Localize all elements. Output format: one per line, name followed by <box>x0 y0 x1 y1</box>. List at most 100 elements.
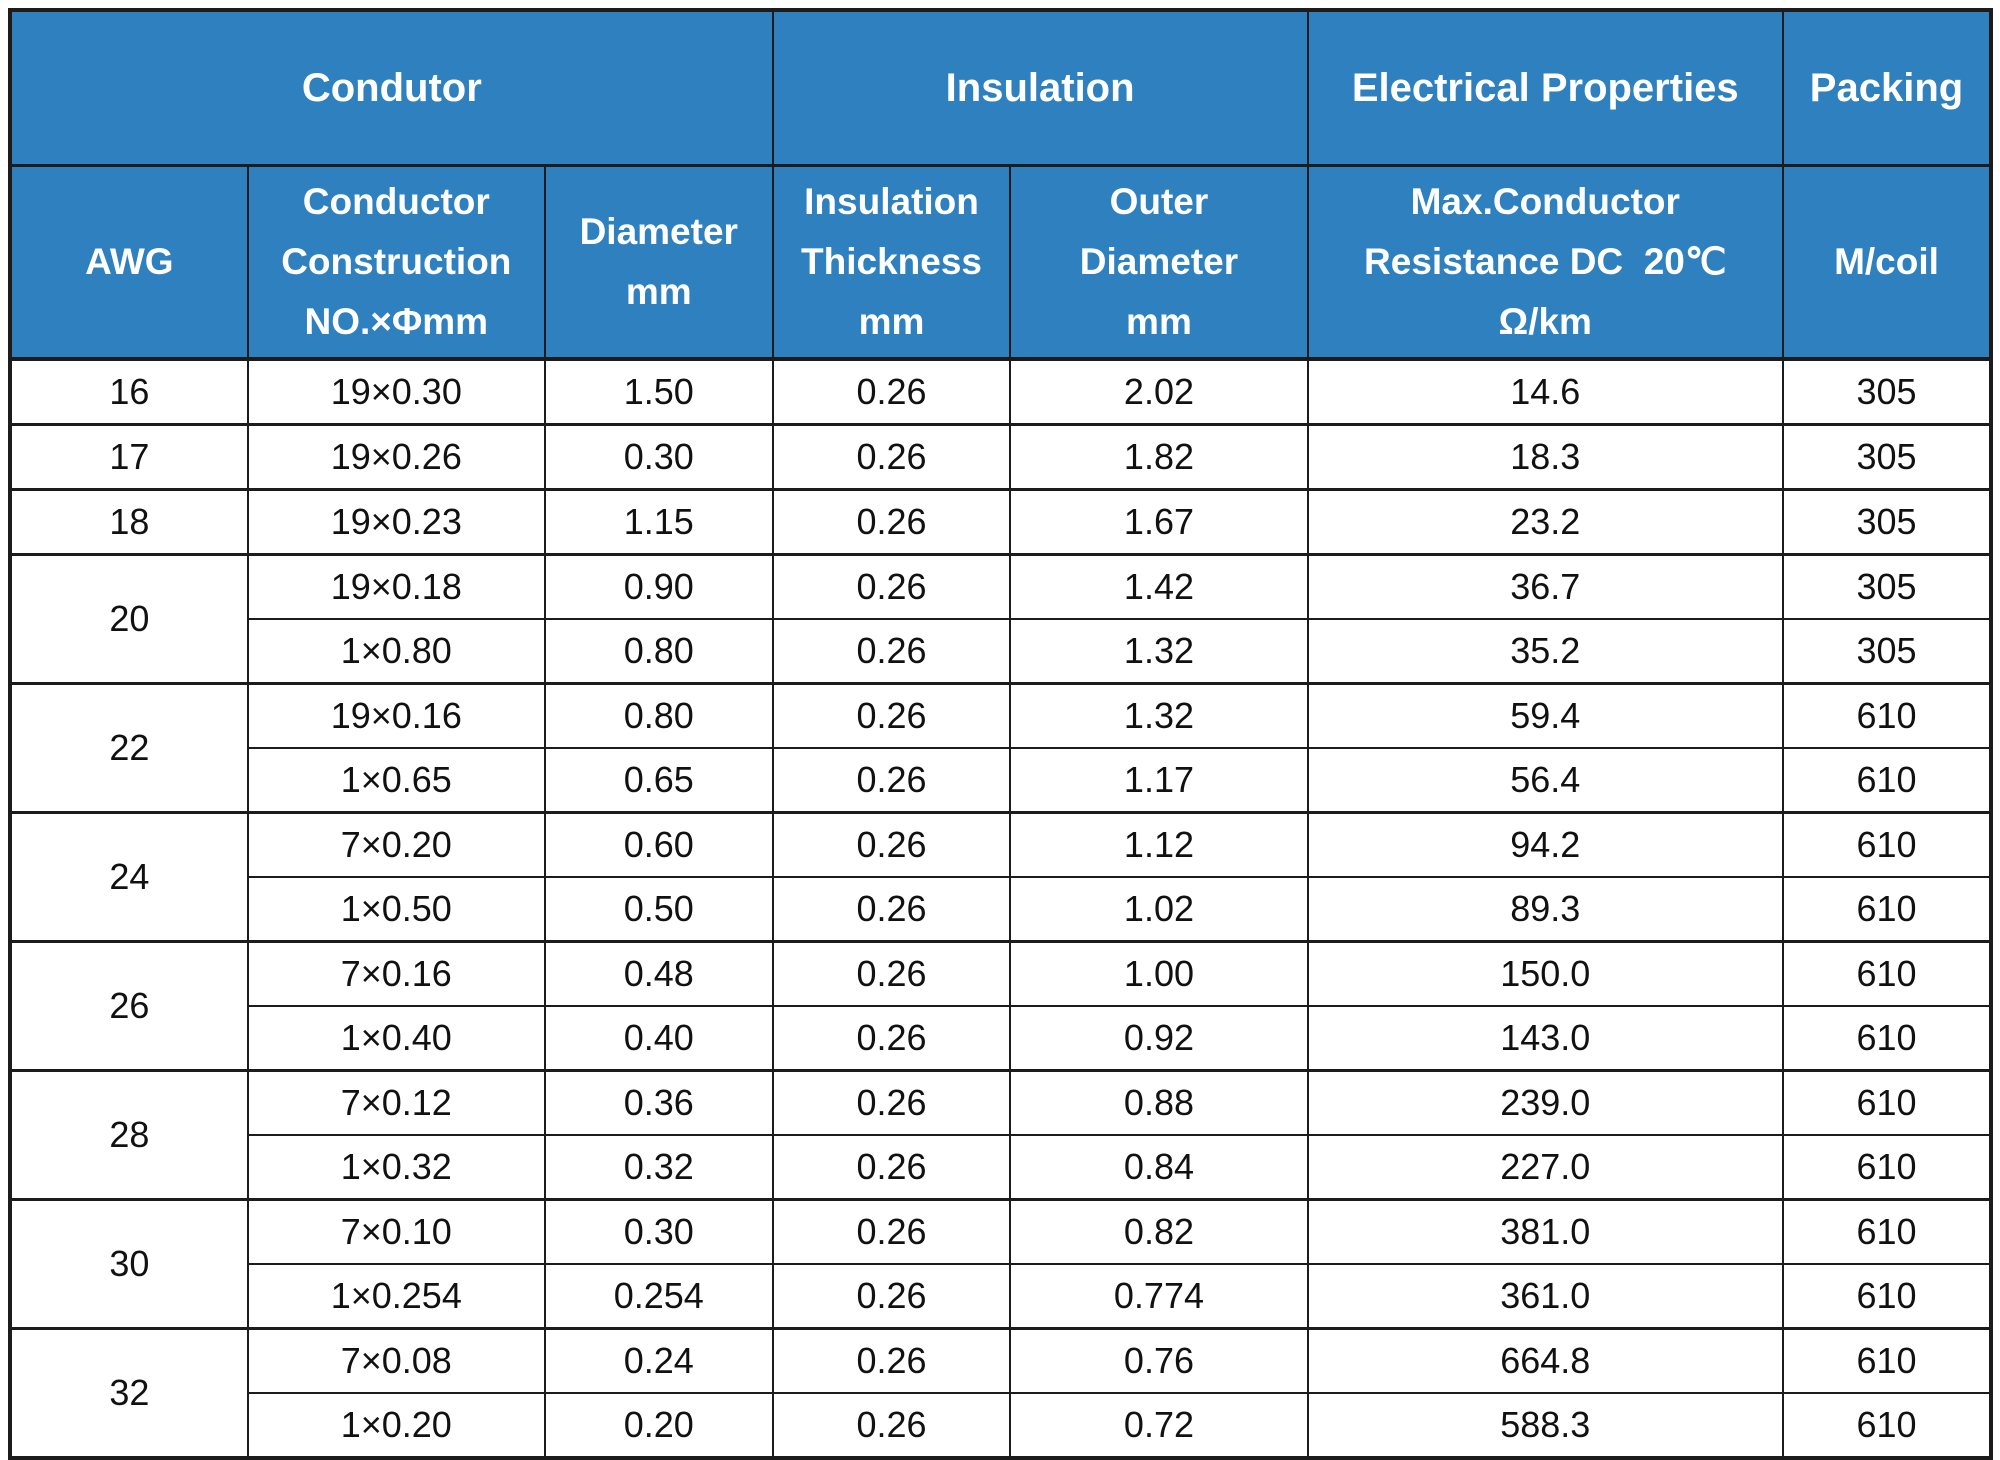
construction-cell: 1×0.32 <box>246 1134 546 1201</box>
construction-cell: 1×0.65 <box>246 747 546 814</box>
diameter-cell: 0.36 <box>543 1069 774 1136</box>
mcoil-cell: 610 <box>1781 1069 1993 1136</box>
resistance-cell: 23.2 <box>1306 488 1784 556</box>
col-awg: AWG <box>9 164 249 361</box>
mcoil-cell: 610 <box>1781 1263 1993 1330</box>
construction-cell: 19×0.16 <box>246 682 546 749</box>
construction-cell: 7×0.16 <box>246 940 546 1007</box>
construction-cell: 7×0.08 <box>246 1327 546 1394</box>
construction-cell: 1×0.80 <box>246 618 546 685</box>
outer-diameter-cell: 1.32 <box>1009 682 1309 749</box>
awg-cell: 26 <box>9 940 249 1072</box>
diameter-cell: 0.80 <box>543 618 774 685</box>
resistance-cell: 89.3 <box>1306 876 1784 943</box>
awg-cell: 17 <box>9 423 249 491</box>
insulation-thickness-cell: 0.26 <box>771 618 1012 685</box>
table-row-awg22-a: 22 19×0.16 0.80 0.26 1.32 59.4 610 <box>9 682 1993 814</box>
table-row-awg30-b: 1×0.254 0.254 0.26 0.774 361.0 610 <box>10 1263 1993 1330</box>
resistance-cell: 588.3 <box>1306 1392 1784 1459</box>
awg-cell: 24 <box>9 811 249 943</box>
table-row-awg16: 16 19×0.30 1.50 0.26 2.02 14.6 305 <box>9 357 1993 426</box>
construction-cell: 7×0.10 <box>246 1198 546 1265</box>
resistance-cell: 361.0 <box>1306 1263 1784 1330</box>
diameter-cell: 0.254 <box>543 1263 774 1330</box>
awg-cell: 28 <box>9 1069 249 1201</box>
construction-cell: 19×0.23 <box>246 488 546 556</box>
table-row-awg26-a: 26 7×0.16 0.48 0.26 1.00 150.0 610 <box>9 940 1993 1072</box>
insulation-thickness-cell: 0.26 <box>771 423 1012 491</box>
outer-diameter-cell: 0.774 <box>1009 1263 1309 1330</box>
outer-diameter-cell: 0.88 <box>1009 1069 1309 1136</box>
outer-diameter-cell: 0.92 <box>1009 1005 1309 1072</box>
diameter-cell: 0.80 <box>543 682 774 749</box>
table-row-awg24-b: 1×0.50 0.50 0.26 1.02 89.3 610 <box>10 876 1993 943</box>
outer-diameter-cell: 0.82 <box>1009 1198 1309 1265</box>
insulation-thickness-cell: 0.26 <box>771 1392 1012 1459</box>
col-diameter: Diameter mm <box>543 164 774 361</box>
resistance-cell: 59.4 <box>1306 682 1784 749</box>
diameter-cell: 0.48 <box>543 940 774 1007</box>
resistance-cell: 35.2 <box>1306 618 1784 685</box>
table-row-awg32-b: 1×0.20 0.20 0.26 0.72 588.3 610 <box>10 1392 1993 1459</box>
mcoil-cell: 610 <box>1781 940 1993 1007</box>
table-row-awg32-a: 32 7×0.08 0.24 0.26 0.76 664.8 610 <box>9 1327 1993 1459</box>
header-group-row: Condutor Insulation Electrical Propertie… <box>9 9 1993 167</box>
diameter-cell: 0.30 <box>543 1198 774 1265</box>
construction-cell: 7×0.12 <box>246 1069 546 1136</box>
table-row-awg22-b: 1×0.65 0.65 0.26 1.17 56.4 610 <box>10 747 1993 814</box>
outer-diameter-cell: 1.32 <box>1009 618 1309 685</box>
insulation-thickness-cell: 0.26 <box>771 488 1012 556</box>
outer-diameter-cell: 1.12 <box>1009 811 1309 878</box>
outer-diameter-cell: 0.84 <box>1009 1134 1309 1201</box>
awg-cell: 20 <box>9 553 249 685</box>
resistance-cell: 227.0 <box>1306 1134 1784 1201</box>
resistance-cell: 381.0 <box>1306 1198 1784 1265</box>
mcoil-cell: 305 <box>1781 488 1993 556</box>
col-insulation-thickness: Insulation Thickness mm <box>771 164 1012 361</box>
mcoil-cell: 610 <box>1781 876 1993 943</box>
awg-cell: 32 <box>9 1327 249 1459</box>
mcoil-cell: 610 <box>1781 747 1993 814</box>
table-row-awg26-b: 1×0.40 0.40 0.26 0.92 143.0 610 <box>10 1005 1993 1072</box>
insulation-thickness-cell: 0.26 <box>771 1198 1012 1265</box>
insulation-thickness-cell: 0.26 <box>771 940 1012 1007</box>
table-row-awg24-a: 24 7×0.20 0.60 0.26 1.12 94.2 610 <box>9 811 1993 943</box>
outer-diameter-cell: 1.82 <box>1009 423 1309 491</box>
resistance-cell: 36.7 <box>1306 553 1784 620</box>
mcoil-cell: 305 <box>1781 357 1993 426</box>
insulation-thickness-cell: 0.26 <box>771 811 1012 878</box>
mcoil-cell: 610 <box>1781 811 1993 878</box>
resistance-cell: 14.6 <box>1306 357 1784 426</box>
diameter-cell: 0.40 <box>543 1005 774 1072</box>
insulation-thickness-cell: 0.26 <box>771 1327 1012 1394</box>
resistance-cell: 56.4 <box>1306 747 1784 814</box>
awg-cell: 18 <box>9 488 249 556</box>
table-header: Condutor Insulation Electrical Propertie… <box>9 9 1993 361</box>
diameter-cell: 0.50 <box>543 876 774 943</box>
diameter-cell: 0.30 <box>543 423 774 491</box>
construction-cell: 7×0.20 <box>246 811 546 878</box>
diameter-cell: 0.20 <box>543 1392 774 1459</box>
header-condutor: Condutor <box>9 9 774 167</box>
insulation-thickness-cell: 0.26 <box>771 357 1012 426</box>
diameter-cell: 0.24 <box>543 1327 774 1394</box>
outer-diameter-cell: 1.67 <box>1009 488 1309 556</box>
header-insulation: Insulation <box>771 9 1309 167</box>
col-conductor-construction: Conductor Construction NO.×Φmm <box>246 164 546 361</box>
outer-diameter-cell: 1.42 <box>1009 553 1309 620</box>
table-body: 16 19×0.30 1.50 0.26 2.02 14.6 305 17 19… <box>9 357 1993 1459</box>
header-packing: Packing <box>1781 9 1993 167</box>
outer-diameter-cell: 1.00 <box>1009 940 1309 1007</box>
insulation-thickness-cell: 0.26 <box>771 1263 1012 1330</box>
resistance-cell: 664.8 <box>1306 1327 1784 1394</box>
construction-cell: 19×0.26 <box>246 423 546 491</box>
table-row-awg18: 18 19×0.23 1.15 0.26 1.67 23.2 305 <box>9 488 1993 556</box>
insulation-thickness-cell: 0.26 <box>771 1005 1012 1072</box>
insulation-thickness-cell: 0.26 <box>771 682 1012 749</box>
table-row-awg17: 17 19×0.26 0.30 0.26 1.82 18.3 305 <box>9 423 1993 491</box>
resistance-cell: 150.0 <box>1306 940 1784 1007</box>
diameter-cell: 1.15 <box>543 488 774 556</box>
table-row-awg20-a: 20 19×0.18 0.90 0.26 1.42 36.7 305 <box>9 553 1993 685</box>
diameter-cell: 0.65 <box>543 747 774 814</box>
